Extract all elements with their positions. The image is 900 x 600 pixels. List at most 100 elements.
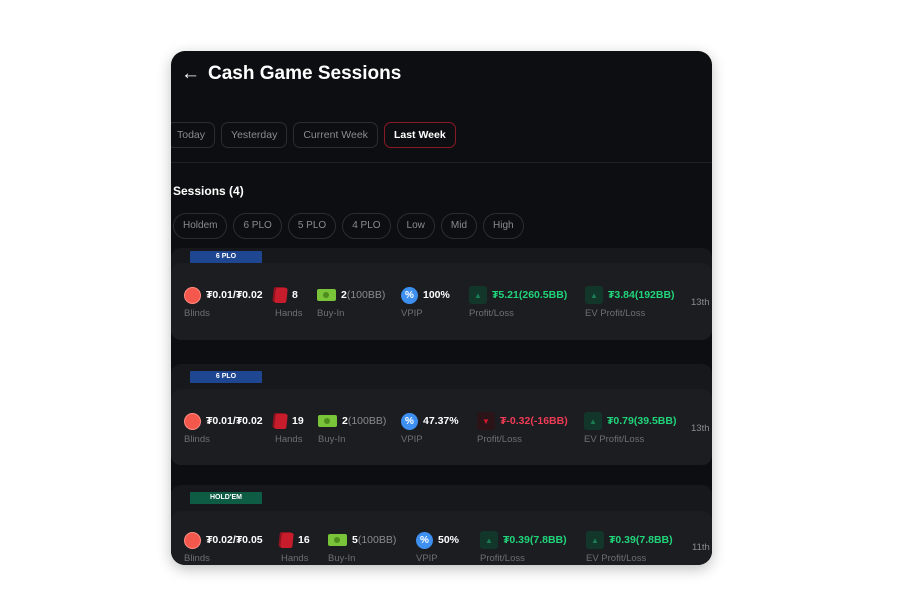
cards-icon bbox=[280, 532, 294, 548]
buyin-bb: (100BB) bbox=[357, 534, 397, 546]
game-type-tag: 6 PLO bbox=[190, 370, 262, 383]
triangle-up-icon: ▲ bbox=[585, 286, 603, 304]
buyin-bb: (100BB) bbox=[346, 289, 386, 301]
game-type-tag: 6 PLO bbox=[190, 251, 262, 263]
ev-label: EV Profit/Loss bbox=[585, 308, 646, 319]
pl-label: Profit/Loss bbox=[477, 434, 522, 445]
hands-stat: 16 Hands bbox=[280, 531, 310, 564]
buyin-label: Buy-In bbox=[317, 308, 345, 319]
ev-profit-loss-stat: ▲ ₮0.79(39.5BB) EV Profit/Loss bbox=[584, 412, 676, 445]
vpip-stat: % 50% VPIP bbox=[416, 531, 459, 564]
vpip-value: 100% bbox=[423, 289, 450, 301]
hands-label: Hands bbox=[281, 553, 309, 564]
date-filter-current-week[interactable]: Current Week bbox=[293, 122, 378, 148]
sessions-count-title: Sessions (4) bbox=[173, 184, 244, 198]
date-filter-today[interactable]: Today bbox=[171, 122, 216, 148]
session-card[interactable]: HOLD'EM ₮0.02/₮0.05 Blinds 16 Hands 5(100B… bbox=[171, 485, 712, 565]
hands-value: 8 bbox=[292, 289, 298, 301]
blinds-value: ₮0.02/₮0.05 bbox=[206, 534, 263, 546]
pl-bb: (260.5BB) bbox=[518, 289, 568, 301]
pl-bb: (7.8BB) bbox=[529, 534, 567, 546]
blinds-stat: ₮0.02/₮0.05 Blinds bbox=[184, 531, 263, 564]
blinds-value: ₮0.01/₮0.02 bbox=[206, 415, 263, 427]
ev-value: ₮0.79 bbox=[607, 415, 634, 427]
category-chip[interactable]: Holdem bbox=[173, 213, 228, 239]
ev-bb: (7.8BB) bbox=[635, 534, 673, 546]
profit-loss-stat: ▲ ₮5.21(260.5BB) Profit/Loss bbox=[469, 286, 567, 319]
game-type-tag: HOLD'EM bbox=[190, 492, 262, 504]
hands-value: 16 bbox=[298, 534, 310, 546]
buyin-value: 5 bbox=[352, 534, 358, 546]
cash-icon bbox=[328, 534, 347, 546]
triangle-up-icon: ▲ bbox=[584, 412, 602, 430]
app-screen: ← Cash Game Sessions Today Yesterday Curre… bbox=[171, 51, 712, 565]
triangle-up-icon: ▲ bbox=[480, 531, 498, 549]
cash-icon bbox=[317, 289, 336, 301]
ev-label: EV Profit/Loss bbox=[586, 553, 647, 564]
blinds-stat: ₮0.01/₮0.02 Blinds bbox=[184, 286, 263, 319]
session-card[interactable]: 6 PLO ₮0.01/₮0.02 Blinds 19 Hands 2(100BB)… bbox=[171, 364, 712, 465]
arrow-left-icon[interactable]: ← bbox=[181, 63, 200, 84]
ev-profit-loss-stat: ▲ ₮3.84(192BB) EV Profit/Loss bbox=[585, 286, 675, 319]
blinds-stat: ₮0.01/₮0.02 Blinds bbox=[184, 412, 263, 445]
date-filter-last-week[interactable]: Last Week bbox=[383, 122, 456, 148]
vpip-value: 50% bbox=[438, 534, 460, 546]
buyin-bb: (100BB) bbox=[347, 415, 387, 427]
ev-label: EV Profit/Loss bbox=[584, 434, 645, 445]
poker-chip-icon bbox=[184, 412, 201, 430]
buyin-label: Buy-In bbox=[318, 434, 346, 445]
blinds-label: Blinds bbox=[184, 434, 210, 445]
category-chip[interactable]: Mid bbox=[440, 213, 478, 239]
hands-label: Hands bbox=[275, 434, 303, 445]
buyin-label: Buy-In bbox=[328, 553, 356, 564]
page-title: Cash Game Sessions bbox=[208, 63, 402, 84]
hands-stat: 8 Hands bbox=[274, 286, 303, 319]
buyin-stat: 2(100BB) Buy-In bbox=[318, 412, 386, 445]
date-filters: Today Yesterday Current Week Last Week bbox=[171, 122, 456, 148]
category-chip[interactable]: Low bbox=[396, 213, 435, 239]
triangle-down-icon: ▼ bbox=[477, 412, 495, 430]
vpip-label: VPIP bbox=[401, 308, 423, 319]
session-date: 11th bbox=[692, 542, 710, 553]
buyin-value: 2 bbox=[341, 289, 347, 301]
ev-bb: (39.5BB) bbox=[633, 415, 677, 427]
blinds-label: Blinds bbox=[184, 308, 210, 319]
ev-bb: (192BB) bbox=[634, 289, 675, 301]
category-filters: Holdem 6 PLO 5 PLO 4 PLO Low Mid High bbox=[173, 213, 524, 239]
vpip-stat: % 47.37% VPIP bbox=[401, 412, 459, 445]
category-chip[interactable]: 4 PLO bbox=[342, 213, 391, 239]
percent-icon: % bbox=[416, 531, 433, 549]
pl-label: Profit/Loss bbox=[469, 308, 514, 319]
divider bbox=[171, 162, 712, 163]
cash-icon bbox=[318, 415, 337, 427]
category-chip[interactable]: High bbox=[483, 213, 524, 239]
session-date: 13th bbox=[691, 297, 710, 308]
vpip-stat: % 100% VPIP bbox=[401, 286, 450, 319]
percent-icon: % bbox=[401, 412, 418, 430]
date-filter-yesterday[interactable]: Yesterday bbox=[221, 122, 288, 148]
session-card[interactable]: 6 PLO ₮0.01/₮0.02 Blinds 8 Hands 2(100BB) B… bbox=[171, 248, 712, 340]
pl-value: ₮5.21 bbox=[492, 289, 519, 301]
profit-loss-stat: ▼ ₮-0.32(-16BB) Profit/Loss bbox=[477, 412, 568, 445]
vpip-label: VPIP bbox=[416, 553, 438, 564]
pl-value: ₮0.39 bbox=[503, 534, 530, 546]
category-chip[interactable]: 5 PLO bbox=[287, 213, 337, 239]
triangle-up-icon: ▲ bbox=[469, 286, 487, 304]
buyin-value: 2 bbox=[342, 415, 348, 427]
ev-profit-loss-stat: ▲ ₮0.39(7.8BB) EV Profit/Loss bbox=[586, 531, 673, 564]
pl-value: ₮-0.32 bbox=[500, 415, 531, 427]
percent-icon: % bbox=[401, 286, 418, 304]
vpip-label: VPIP bbox=[401, 434, 423, 445]
cards-icon bbox=[274, 413, 288, 429]
session-date: 13th bbox=[691, 423, 710, 434]
header: ← Cash Game Sessions bbox=[181, 63, 401, 85]
poker-chip-icon bbox=[184, 286, 201, 304]
hands-value: 19 bbox=[292, 415, 304, 427]
pl-bb: (-16BB) bbox=[530, 415, 568, 427]
category-chip[interactable]: 6 PLO bbox=[233, 213, 282, 239]
vpip-value: 47.37% bbox=[423, 415, 459, 427]
hands-label: Hands bbox=[275, 308, 303, 319]
poker-chip-icon bbox=[184, 531, 201, 549]
blinds-label: Blinds bbox=[184, 553, 210, 564]
buyin-stat: 2(100BB) Buy-In bbox=[317, 286, 385, 319]
